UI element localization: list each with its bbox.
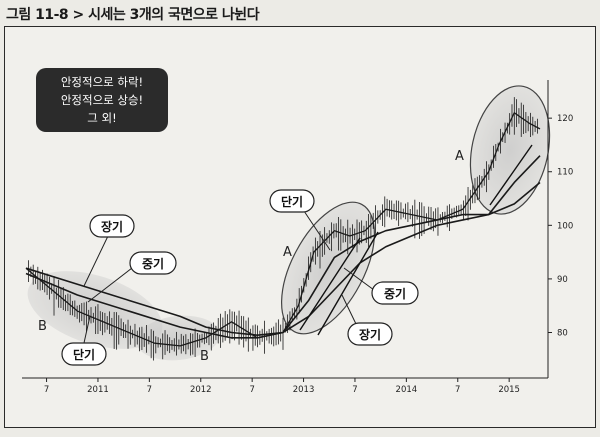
note-line-1: 안정적으로 하락!	[61, 75, 143, 89]
callout-short-left: 단기	[61, 315, 107, 366]
callout-long-left: 장기	[83, 214, 135, 287]
note-line-2: 안정적으로 상승!	[61, 93, 143, 107]
x-tick-label: 2014	[396, 385, 418, 395]
x-tick-label: 7	[455, 385, 460, 395]
svg-text:단기: 단기	[73, 347, 95, 362]
y-tick-label: 120	[557, 114, 573, 124]
y-tick-label: 90	[557, 275, 568, 285]
callout-mid-right: 중기	[343, 267, 419, 305]
phase-label-b2: B	[200, 349, 209, 364]
x-tick-label: 2011	[87, 385, 109, 395]
svg-text:중기: 중기	[384, 286, 406, 301]
x-tick-label: 7	[352, 385, 357, 395]
callout-long-right: 장기	[341, 294, 393, 346]
trend-line-a2	[489, 144, 533, 206]
note-box: 안정적으로 하락! 안정적으로 상승! 그 외!	[36, 68, 168, 132]
note-line-3: 그 외!	[87, 111, 116, 125]
phase-label-a2: A	[455, 149, 464, 164]
svg-text:단기: 단기	[281, 194, 303, 209]
x-tick-label: 7	[147, 385, 152, 395]
y-tick-label: 80	[557, 328, 568, 338]
svg-text:중기: 중기	[142, 256, 164, 271]
x-tick-label: 7	[249, 385, 254, 395]
figure-caption: 그림 11-8 > 시세는 3개의 국면으로 나뉜다	[6, 7, 260, 23]
phase-label-b1: B	[38, 319, 47, 334]
svg-text:장기: 장기	[359, 327, 381, 342]
series-line-3	[25, 181, 541, 336]
trend-line-a1-mid	[299, 237, 361, 331]
phase-label-a1: A	[283, 245, 292, 260]
phase-b2-ellipse	[136, 315, 220, 361]
x-tick-label: 7	[44, 385, 49, 395]
x-tick-label: 2013	[293, 385, 315, 395]
y-tick-label: 110	[557, 168, 573, 178]
y-tick-label: 100	[557, 221, 573, 231]
x-tick-label: 2015	[498, 385, 520, 395]
x-tick-label: 2012	[190, 385, 212, 395]
callout-short-mid: 단기	[269, 189, 331, 251]
trend-line-a1-long	[317, 231, 379, 336]
series-line-2	[25, 155, 541, 339]
callout-mid-left: 중기	[87, 251, 177, 303]
phase-a2-ellipse	[469, 85, 551, 215]
svg-text:장기: 장기	[101, 219, 123, 234]
